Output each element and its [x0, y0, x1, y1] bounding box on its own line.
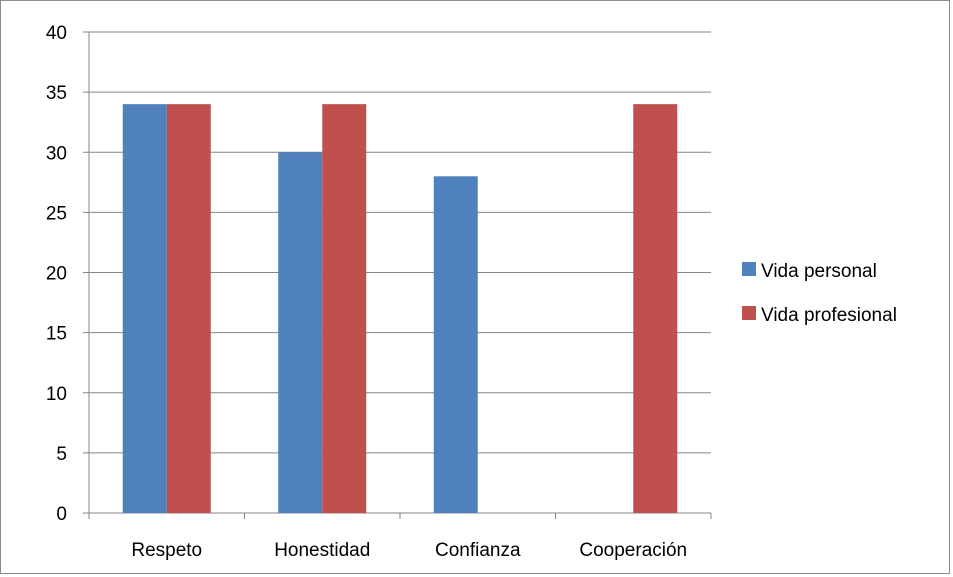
y-tick-label: 0 [56, 504, 67, 525]
bar-vida-personal-confianza [433, 176, 478, 514]
y-tick-label: 25 [46, 203, 67, 224]
y-tick-label: 40 [46, 23, 67, 44]
y-tick-label: 30 [46, 143, 67, 164]
bar-vida-profesional-respeto [166, 104, 211, 514]
y-tick-label: 20 [46, 264, 67, 285]
x-category-labels: Respeto Honestidad Confianza Cooperación [131, 540, 687, 561]
legend-swatch [742, 262, 756, 276]
y-tick-labels: 0 5 10 15 20 25 30 35 40 [46, 23, 67, 525]
bar-vida-personal-honestidad [278, 152, 323, 513]
legend-label: Vida personal [761, 261, 877, 282]
legend: Vida personal Vida profesional [742, 261, 897, 326]
bar-vida-personal-respeto [122, 104, 167, 514]
bar-vida-profesional-cooperación [633, 104, 678, 514]
y-tick-label: 5 [56, 444, 67, 465]
legend-label: Vida profesional [761, 305, 897, 326]
y-tick-label: 15 [46, 324, 67, 345]
x-category-label: Confianza [435, 540, 521, 561]
legend-swatch [742, 306, 756, 320]
bar-vida-profesional-honestidad [322, 104, 367, 514]
x-category-label: Cooperación [579, 540, 687, 561]
x-category-label: Honestidad [274, 540, 370, 561]
x-category-label: Respeto [131, 540, 202, 561]
y-tick-label: 35 [46, 83, 67, 104]
bars [122, 104, 678, 514]
y-tick-label: 10 [46, 384, 67, 405]
